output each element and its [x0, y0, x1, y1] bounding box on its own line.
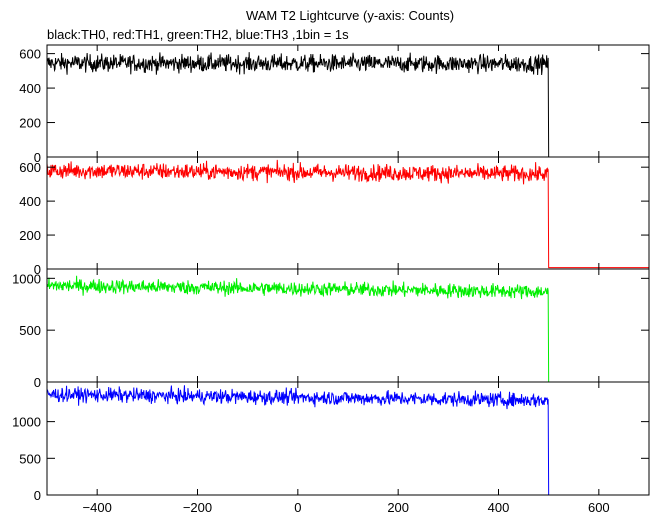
y-tick-label: 0: [34, 150, 41, 165]
series-line-th2: [46, 275, 649, 383]
series-line-th1: [46, 159, 649, 269]
y-tick-label: 500: [19, 323, 41, 338]
x-tick-label: 400: [488, 500, 510, 515]
y-tick-label: 400: [19, 81, 41, 96]
series-line-th0: [46, 52, 649, 158]
panel-frame-th0: [46, 44, 650, 158]
chart-legend-text: black:TH0, red:TH1, green:TH2, blue:TH3 …: [47, 27, 349, 42]
y-tick-label: 600: [19, 47, 41, 62]
y-tick-label: 0: [34, 262, 41, 277]
y-tick-label: 1000: [12, 415, 41, 430]
panel-frame-th3: [46, 381, 650, 496]
y-tick-label: 1000: [12, 271, 41, 286]
y-tick-label: 0: [34, 488, 41, 503]
series-line-th3: [46, 385, 649, 496]
y-tick-label: 0: [34, 375, 41, 390]
y-tick-label: 200: [19, 228, 41, 243]
x-tick-label: −400: [83, 500, 112, 515]
y-tick-label: 600: [19, 160, 41, 175]
y-tick-label: 200: [19, 116, 41, 131]
y-tick-label: 500: [19, 451, 41, 466]
x-tick-label: 200: [387, 500, 409, 515]
y-tick-label: 400: [19, 194, 41, 209]
x-tick-label: −200: [183, 500, 212, 515]
x-tick-label: 600: [588, 500, 610, 515]
x-tick-label: 0: [294, 500, 301, 515]
chart-title: WAM T2 Lightcurve (y-axis: Counts): [245, 8, 455, 23]
